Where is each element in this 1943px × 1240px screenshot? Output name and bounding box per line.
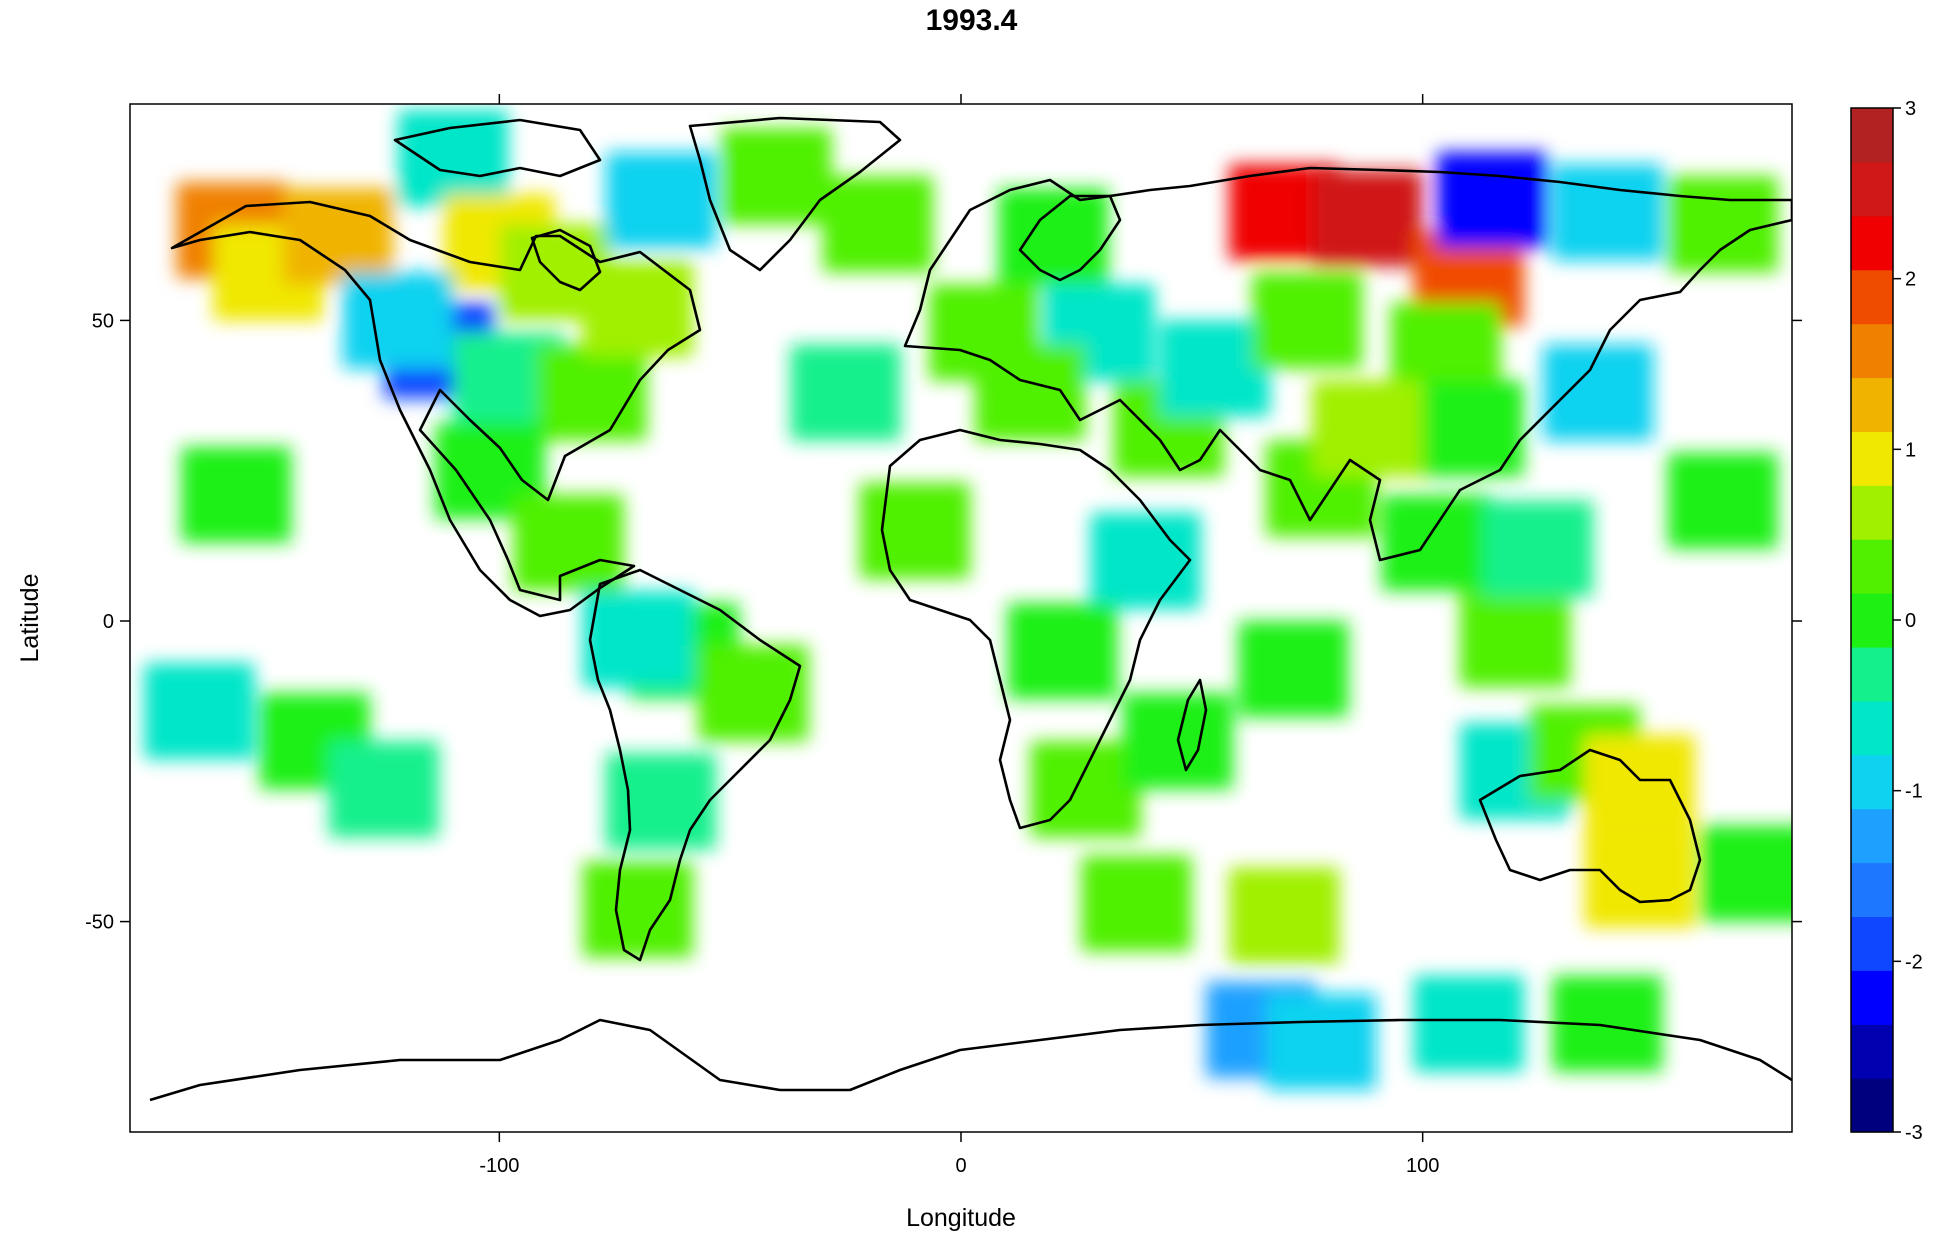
anomaly-cell bbox=[1413, 975, 1524, 1072]
anomaly-cell bbox=[1081, 855, 1192, 952]
anomaly-cell bbox=[1238, 621, 1349, 718]
anomaly-cell bbox=[1584, 735, 1695, 832]
anomaly-cell bbox=[1667, 176, 1778, 273]
anomaly-cell bbox=[144, 663, 255, 760]
x-tick-label: 0 bbox=[955, 1155, 966, 1177]
colorbar-swatch bbox=[1851, 808, 1893, 864]
colorbar-tick-label: 3 bbox=[1905, 98, 1916, 120]
colorbar-swatch bbox=[1851, 970, 1893, 1025]
y-tick-label: 0 bbox=[103, 611, 114, 633]
y-tick-label: -50 bbox=[85, 912, 114, 934]
anomaly-cell bbox=[605, 152, 716, 249]
anomaly-cell bbox=[1460, 591, 1570, 688]
anomaly-cell bbox=[1090, 512, 1201, 609]
colorbar-tick-label: -1 bbox=[1905, 781, 1923, 803]
anomaly-cell bbox=[1312, 170, 1423, 267]
colorbar-swatch bbox=[1851, 108, 1893, 163]
coastline-canadian-arctic bbox=[393, 118, 602, 178]
colorbar-legend: 3 2 1 0 -1 -2 -3 bbox=[1850, 98, 1923, 1144]
anomaly-cell bbox=[1584, 831, 1695, 928]
anomaly-cell bbox=[513, 494, 624, 591]
anomaly-cell bbox=[1381, 494, 1492, 591]
coastline-north-america bbox=[170, 200, 702, 618]
colorbar-swatch bbox=[1851, 215, 1893, 271]
colorbar-swatch bbox=[1851, 377, 1893, 432]
anomaly-cell bbox=[1252, 272, 1363, 369]
colorbar-swatch bbox=[1851, 323, 1893, 379]
x-tick-label: -100 bbox=[479, 1155, 519, 1177]
x-axis: -100 0 100 bbox=[479, 94, 1439, 1177]
coastline-greenland bbox=[688, 116, 902, 272]
anomaly-cell bbox=[698, 645, 809, 742]
colorbar-tick-label: 1 bbox=[1905, 439, 1916, 461]
coastline-south-america bbox=[588, 568, 802, 962]
coastline-madagascar bbox=[1176, 678, 1208, 772]
anomaly-cell bbox=[282, 188, 393, 285]
colorbar-tick-label: -2 bbox=[1905, 951, 1923, 973]
colorbar-swatch bbox=[1851, 1078, 1893, 1133]
coastline-eurasia bbox=[903, 166, 1792, 562]
colorbar-tick-label: 0 bbox=[1905, 610, 1916, 632]
colorbar-swatch bbox=[1851, 161, 1893, 217]
anomaly-cell bbox=[721, 128, 832, 225]
coastline-africa bbox=[880, 428, 1192, 830]
colorbar-swatch bbox=[1851, 754, 1893, 810]
anomaly-cell bbox=[398, 110, 509, 207]
anomaly-cell bbox=[1312, 380, 1423, 477]
anomaly-cell bbox=[1413, 380, 1524, 477]
anomaly-cell bbox=[790, 344, 901, 441]
coastline-scandinavia bbox=[1018, 194, 1122, 282]
anomaly-cell bbox=[859, 482, 970, 579]
colorbar-swatch bbox=[1851, 862, 1893, 918]
coastline-hudson-bay bbox=[530, 228, 602, 292]
anomaly-cell bbox=[1229, 867, 1340, 964]
x-axis-title: Longitude bbox=[906, 1204, 1016, 1232]
anomaly-cell bbox=[536, 344, 647, 441]
y-axis-title: Latitude bbox=[16, 574, 44, 663]
anomaly-field bbox=[144, 110, 1792, 1090]
anomaly-cell bbox=[1667, 452, 1778, 549]
colorbar-swatch bbox=[1851, 539, 1893, 594]
colorbar-swatch bbox=[1851, 1024, 1893, 1079]
coastline-australia bbox=[1478, 748, 1702, 904]
x-tick-label: 100 bbox=[1406, 1155, 1439, 1177]
anomaly-cell bbox=[328, 741, 439, 838]
colorbar-swatch bbox=[1851, 700, 1893, 756]
anomaly-cell bbox=[998, 188, 1109, 285]
anomaly-cell bbox=[582, 260, 693, 357]
colorbar-swatch bbox=[1851, 269, 1893, 325]
anomaly-cell bbox=[582, 591, 693, 688]
anomaly-cell bbox=[181, 446, 292, 543]
coastlines bbox=[149, 116, 1792, 1102]
y-tick-label: 50 bbox=[92, 310, 114, 332]
anomaly-cell bbox=[1007, 603, 1118, 700]
anomaly-cell bbox=[1700, 825, 1792, 922]
anomaly-cell bbox=[1483, 500, 1594, 597]
page-title: 1993.4 bbox=[925, 4, 1018, 37]
anomaly-cell bbox=[1436, 152, 1547, 249]
anomaly-cell bbox=[822, 176, 933, 273]
anomaly-cell bbox=[1552, 164, 1663, 261]
colorbar-tick-label: 2 bbox=[1905, 269, 1916, 291]
coastline-antarctica bbox=[149, 1018, 1792, 1102]
anomaly-cell bbox=[975, 344, 1086, 441]
colorbar-swatch bbox=[1851, 916, 1893, 971]
colorbar-swatch bbox=[1851, 431, 1893, 486]
anomaly-cell bbox=[1159, 320, 1270, 417]
y-axis: 50 0 -50 bbox=[85, 310, 1802, 934]
anomaly-cell bbox=[1266, 993, 1377, 1090]
colorbar-swatch bbox=[1851, 646, 1893, 702]
colorbar-swatch bbox=[1851, 593, 1893, 648]
colorbar-swatch bbox=[1851, 485, 1893, 540]
colorbar-tick-label: -3 bbox=[1905, 1122, 1923, 1144]
anomaly-cell bbox=[1543, 344, 1654, 441]
